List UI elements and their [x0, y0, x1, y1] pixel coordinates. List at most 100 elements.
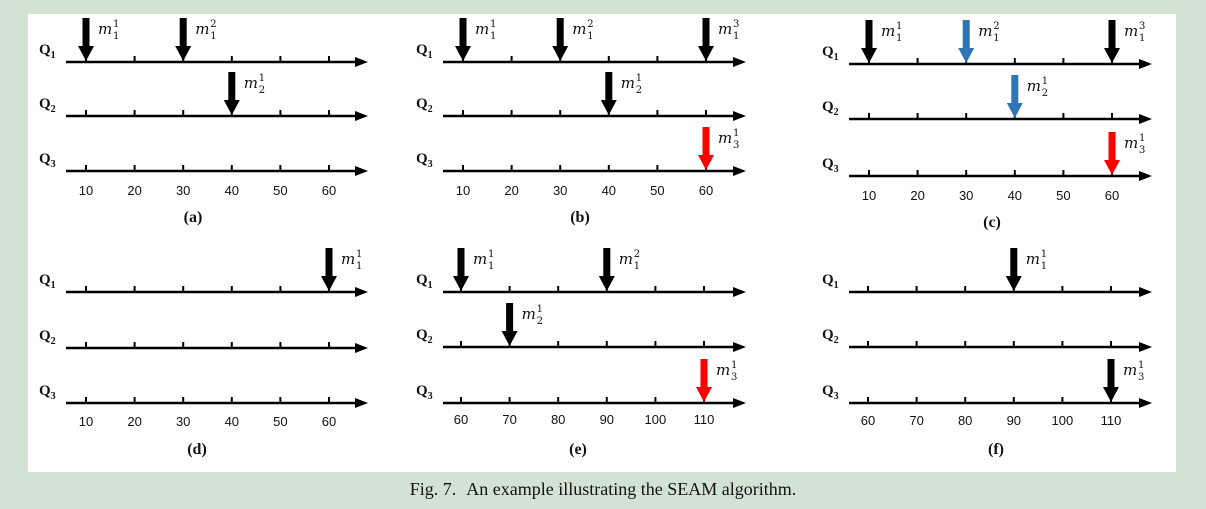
tick-label: 20 — [504, 183, 518, 198]
panel-d: Q1 Q2 Q3 10 20 30 40 50 60 (d) m 11 — [39, 248, 368, 458]
queue-label: Q1 — [39, 42, 56, 61]
message-label: m — [98, 20, 112, 38]
message-arrow-black: m 31 — [698, 18, 739, 61]
message-label: m — [522, 305, 536, 323]
queue-label: Q1 — [416, 272, 433, 291]
queue-row-q3: Q3 — [39, 383, 368, 408]
message-superscript: 1 — [537, 304, 543, 315]
axis-arrowhead — [1139, 114, 1152, 124]
message-subscript: 2 — [636, 85, 642, 96]
message-superscript: 1 — [731, 360, 737, 371]
queue-row-q2: Q2 — [822, 99, 1152, 124]
tick-label: 60 — [322, 183, 336, 198]
arrow-shaft — [1011, 75, 1019, 105]
message-subscript: 1 — [210, 31, 216, 42]
message-arrow-black: m 21 — [175, 18, 217, 61]
message-arrow-black: m 11 — [1005, 248, 1047, 291]
arrow-head — [453, 276, 469, 291]
message-superscript: 1 — [1042, 76, 1048, 87]
message-label: m — [341, 250, 355, 268]
arrow-head — [698, 155, 714, 170]
arrow-shaft — [459, 18, 467, 48]
message-subscript: 1 — [733, 31, 739, 42]
arrow-shaft — [457, 248, 465, 278]
tick-label: 60 — [454, 412, 468, 427]
message-arrow-black: m 12 — [223, 72, 265, 115]
arrow-shaft — [82, 18, 90, 48]
message-subscript: 1 — [1041, 261, 1047, 272]
figure-caption: Fig. 7. An example illustrating the SEAM … — [0, 479, 1206, 500]
arrow-shaft — [702, 127, 710, 157]
arrow-head — [1006, 103, 1023, 118]
message-subscript: 1 — [1139, 33, 1145, 44]
message-superscript: 2 — [587, 19, 593, 30]
arrow-shaft — [506, 303, 514, 333]
queue-row-q3: Q3 — [822, 156, 1152, 181]
queue-label: Q1 — [39, 272, 56, 291]
tick-label: 10 — [79, 414, 93, 429]
message-arrow-black: m 13 — [1103, 359, 1144, 402]
axis-arrowhead — [355, 343, 368, 353]
queue-label: Q2 — [416, 96, 433, 115]
queue-row-q2: Q2 — [416, 96, 746, 121]
arrow-head — [501, 331, 518, 346]
tick-label: 50 — [273, 183, 287, 198]
message-label: m — [1026, 250, 1040, 268]
message-subscript: 2 — [537, 316, 543, 327]
message-label: m — [473, 250, 487, 268]
message-label: m — [195, 20, 209, 38]
queue-row-q2: Q2 — [39, 96, 368, 121]
tick-label: 60 — [322, 414, 336, 429]
queue-label: Q1 — [822, 44, 839, 63]
tick-label: 80 — [958, 413, 972, 428]
axis-arrowhead — [733, 111, 746, 121]
arrow-head — [1104, 160, 1120, 175]
message-arrow-black: m 11 — [78, 18, 119, 61]
message-arrow-blue: m 21 — [958, 20, 1000, 63]
tick-label: 10 — [79, 183, 93, 198]
message-label: m — [572, 20, 586, 38]
message-arrow-black: m 11 — [455, 18, 496, 61]
message-superscript: 1 — [896, 21, 902, 32]
arrow-head — [600, 100, 617, 115]
arrow-head — [958, 48, 975, 63]
tick-label: 30 — [959, 188, 973, 203]
message-subscript: 1 — [113, 31, 119, 42]
axis-arrowhead — [733, 287, 746, 297]
message-arrow-black: m 11 — [861, 20, 902, 63]
arrow-shaft — [556, 18, 564, 48]
tick-label: 20 — [127, 183, 141, 198]
message-subscript: 2 — [1042, 88, 1048, 99]
queue-label: Q2 — [822, 327, 839, 346]
tick-label: 70 — [909, 413, 923, 428]
message-superscript: 1 — [1041, 249, 1047, 260]
arrow-shaft — [700, 359, 708, 389]
arrow-head — [1104, 48, 1120, 63]
message-subscript: 1 — [356, 261, 362, 272]
caption-label: Fig. 7. — [409, 479, 457, 499]
message-label: m — [621, 74, 635, 92]
tick-label: 40 — [602, 183, 616, 198]
message-label: m — [475, 20, 489, 38]
message-subscript: 3 — [731, 372, 737, 383]
arrow-head — [223, 100, 240, 115]
queue-label: Q2 — [39, 96, 56, 115]
message-arrow-black: m 11 — [453, 248, 494, 291]
message-arrow-red: m 13 — [698, 127, 739, 170]
tick-label: 10 — [862, 188, 876, 203]
queue-label: Q3 — [416, 383, 433, 402]
queue-row-q1: Q1 — [822, 44, 1152, 69]
queue-label: Q2 — [39, 328, 56, 347]
panel-label: (c) — [983, 214, 1001, 231]
axis-arrowhead — [1139, 59, 1152, 69]
queue-label: Q1 — [416, 42, 433, 61]
panel-label: (f) — [988, 441, 1004, 458]
arrow-head — [552, 46, 569, 61]
arrow-shaft — [228, 72, 236, 102]
message-superscript: 1 — [1139, 133, 1145, 144]
message-label: m — [1027, 77, 1041, 95]
